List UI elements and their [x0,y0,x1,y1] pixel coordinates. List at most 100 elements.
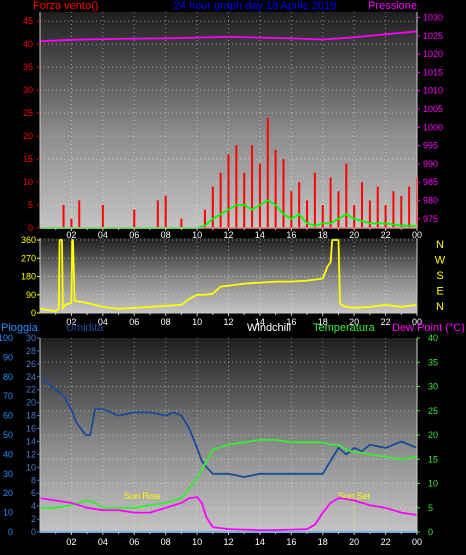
x-tick-label: 04 [98,537,108,547]
x-tick-label: 20 [349,230,359,240]
rain-tick-label: 60 [3,411,13,421]
pressure-tick-label: 995 [423,141,438,151]
x-tick-label: 06 [129,317,139,327]
wind-tick-label: 35 [23,62,33,72]
x-tick-label: 14 [255,317,265,327]
temperature-tick-label: 25 [428,406,438,416]
x-tick-label: 18 [318,230,328,240]
x-tick-label: 12 [223,537,233,547]
pressure-tick-label: 1015 [423,67,443,77]
x-tick-label: 16 [286,317,296,327]
humidity-tick-label: 6 [31,488,36,498]
pressure-axis-label: Pressione [368,0,417,12]
temperature-tick-label: 5 [428,503,433,513]
humidity-tick-label: 14 [26,436,36,446]
rain-tick-label: 0 [8,527,13,537]
compass-label: S [436,270,443,282]
x-tick-label: 00 [412,537,422,547]
temperature-axes: 02 04 06 08 10 12 14 16 18 20 22 000102030405060708… [0,333,438,547]
x-tick-label: 10 [192,537,202,547]
temperature-tick-label: 35 [428,357,438,367]
wind-axis-label: Forza vento() [33,0,98,12]
humidity-tick-label: 22 [26,385,36,395]
wind-tick-label: 40 [23,39,33,49]
x-tick-label: 20 [349,537,359,547]
direction-tick-label: 360 [21,235,36,245]
compass-label: N [436,301,444,313]
x-tick-label: 16 [286,537,296,547]
pressure-tick-label: 980 [423,196,438,206]
series-dewpoint [39,496,418,531]
x-tick-label: 18 [318,317,328,327]
humidity-tick-label: 30 [26,333,36,343]
series-gust [62,117,418,228]
wind-tick-label: 20 [23,131,33,141]
sun-annotations: Sun Rise Sun Set [124,491,371,532]
x-tick-label: 12 [223,230,233,240]
pressure-tick-label: 1030 [423,12,443,22]
humidity-tick-label: 0 [31,527,36,537]
dewpoint-label: Dew Point (°C) [392,322,465,334]
x-tick-label: 10 [192,317,202,327]
rain-tick-label: 70 [3,391,13,401]
pressure-tick-label: 975 [423,214,438,224]
x-tick-label: 04 [98,230,108,240]
temperature-tick-label: 0 [428,527,433,537]
rain-tick-label: 100 [0,333,13,343]
temperature-label: Temperatura [313,322,376,334]
wind-tick-label: 5 [28,200,33,210]
series-direction [39,239,418,312]
compass-label: E [436,286,443,298]
series-humidity [39,376,418,478]
x-tick-label: 00 [412,317,422,327]
humidity-tick-label: 2 [31,514,36,524]
temperature-tick-label: 10 [428,479,438,489]
humidity-tick-label: 12 [26,449,36,459]
humidity-tick-label: 4 [31,501,36,511]
x-tick-label: 14 [255,537,265,547]
x-tick-label: 04 [98,317,108,327]
wind-pressure-axes: 02 04 06 08 10 12 14 16 18 20 22 000510152025303540… [23,12,443,240]
x-tick-label: 02 [66,537,76,547]
wind-tick-label: 25 [23,108,33,118]
temperature-tick-label: 20 [428,430,438,440]
wind-tick-label: 10 [23,177,33,187]
humidity-tick-label: 10 [26,462,36,472]
humidity-tick-label: 24 [26,372,36,382]
wind-tick-label: 30 [23,85,33,95]
x-tick-label: 02 [66,317,76,327]
rain-tick-label: 20 [3,488,13,498]
x-tick-label: 20 [349,317,359,327]
direction-tick-label: 90 [26,290,36,300]
direction-tick-label: 270 [21,253,36,263]
x-tick-label: 00 [412,230,422,240]
windchill-label: Windchill [247,322,291,334]
x-tick-label: 08 [161,230,171,240]
rain-tick-label: 90 [3,352,13,362]
x-tick-label: 16 [286,230,296,240]
compass-label: W [435,255,446,267]
rain-tick-label: 80 [3,372,13,382]
rain-label: Pioggia [1,322,39,334]
pressure-tick-label: 1020 [423,49,443,59]
wind-direction-plot [40,238,417,313]
series-average [40,199,417,229]
pressure-tick-label: 990 [423,159,438,169]
wind-pressure-series [39,30,418,229]
temperature-tick-label: 15 [428,454,438,464]
x-tick-label: 22 [381,230,391,240]
x-tick-label: 14 [255,230,265,240]
series-pressure [39,30,418,43]
x-tick-label: 06 [129,230,139,240]
x-tick-label: 12 [223,317,233,327]
wind-tick-label: 0 [28,223,33,233]
rain-tick-label: 10 [3,508,13,518]
temperature-tick-label: 40 [428,333,438,343]
x-tick-label: 08 [161,317,171,327]
humidity-tick-label: 26 [26,359,36,369]
x-tick-label: 02 [66,230,76,240]
wind-tick-label: 45 [23,16,33,26]
